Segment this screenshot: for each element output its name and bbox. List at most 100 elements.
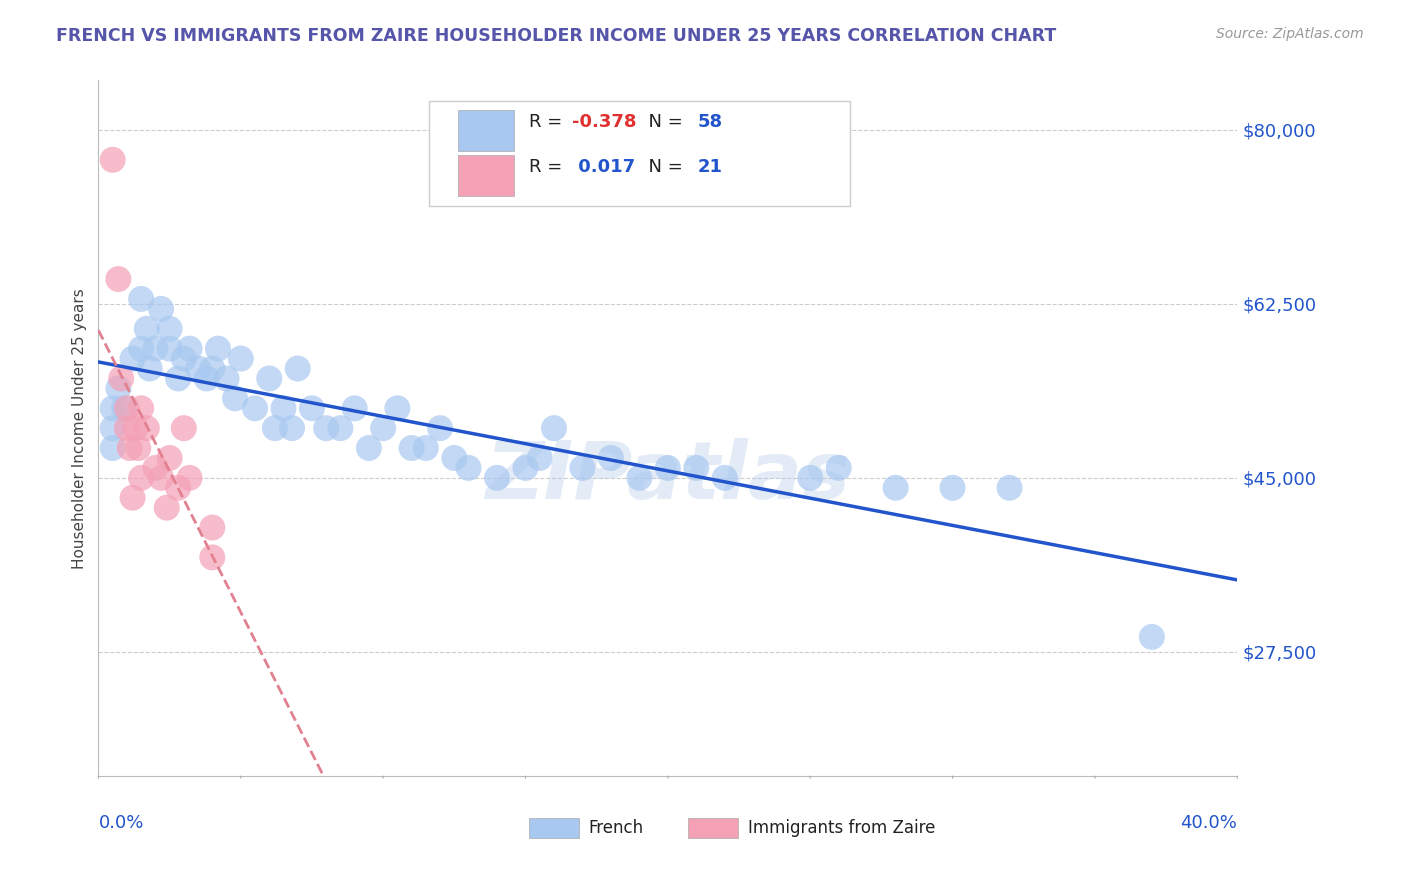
Point bbox=[1140, 630, 1163, 644]
Point bbox=[714, 471, 737, 485]
Point bbox=[799, 471, 821, 485]
Point bbox=[443, 450, 465, 465]
Point bbox=[107, 272, 129, 286]
Point bbox=[138, 361, 160, 376]
Point bbox=[600, 450, 623, 465]
Point bbox=[145, 342, 167, 356]
Point bbox=[243, 401, 266, 416]
Point bbox=[124, 421, 146, 435]
Point bbox=[115, 401, 138, 416]
Point bbox=[287, 361, 309, 376]
Text: N =: N = bbox=[637, 112, 689, 130]
Point bbox=[159, 342, 181, 356]
Point bbox=[415, 441, 437, 455]
Point bbox=[264, 421, 287, 435]
Point bbox=[301, 401, 323, 416]
Point bbox=[657, 461, 679, 475]
Point bbox=[118, 441, 141, 455]
Point bbox=[207, 342, 229, 356]
Point bbox=[127, 441, 149, 455]
Point bbox=[457, 461, 479, 475]
Text: R =: R = bbox=[529, 158, 568, 176]
Point bbox=[107, 381, 129, 395]
Point bbox=[135, 421, 157, 435]
Point bbox=[110, 371, 132, 385]
Point bbox=[121, 491, 143, 505]
FancyBboxPatch shape bbox=[429, 101, 851, 205]
Point bbox=[167, 481, 190, 495]
Text: 21: 21 bbox=[697, 158, 723, 176]
Point bbox=[121, 351, 143, 366]
Point bbox=[529, 450, 551, 465]
Point bbox=[173, 351, 195, 366]
Text: French: French bbox=[588, 819, 644, 838]
Point bbox=[224, 392, 246, 406]
FancyBboxPatch shape bbox=[458, 110, 515, 151]
Point bbox=[167, 371, 190, 385]
Point bbox=[150, 471, 173, 485]
Point bbox=[129, 401, 152, 416]
Point bbox=[159, 450, 181, 465]
Point bbox=[201, 550, 224, 565]
Point bbox=[112, 401, 135, 416]
Text: -0.378: -0.378 bbox=[572, 112, 637, 130]
Point bbox=[101, 441, 124, 455]
Text: FRENCH VS IMMIGRANTS FROM ZAIRE HOUSEHOLDER INCOME UNDER 25 YEARS CORRELATION CH: FRENCH VS IMMIGRANTS FROM ZAIRE HOUSEHOL… bbox=[56, 27, 1056, 45]
Point bbox=[187, 361, 209, 376]
Point bbox=[828, 461, 851, 475]
Point bbox=[115, 421, 138, 435]
Point bbox=[179, 342, 201, 356]
Point bbox=[101, 153, 124, 167]
Point bbox=[357, 441, 380, 455]
Text: 40.0%: 40.0% bbox=[1181, 814, 1237, 832]
Point bbox=[229, 351, 252, 366]
Point bbox=[195, 371, 218, 385]
Text: N =: N = bbox=[637, 158, 689, 176]
Point bbox=[543, 421, 565, 435]
Point bbox=[129, 292, 152, 306]
Text: 0.017: 0.017 bbox=[572, 158, 636, 176]
Point bbox=[315, 421, 337, 435]
Point bbox=[429, 421, 451, 435]
Point bbox=[329, 421, 352, 435]
Point bbox=[129, 471, 152, 485]
Text: Immigrants from Zaire: Immigrants from Zaire bbox=[748, 819, 935, 838]
Point bbox=[101, 401, 124, 416]
FancyBboxPatch shape bbox=[458, 154, 515, 195]
Point bbox=[628, 471, 651, 485]
Point bbox=[173, 421, 195, 435]
Point bbox=[129, 342, 152, 356]
Point bbox=[135, 322, 157, 336]
Point bbox=[515, 461, 537, 475]
Point bbox=[159, 322, 181, 336]
Text: Source: ZipAtlas.com: Source: ZipAtlas.com bbox=[1216, 27, 1364, 41]
Point bbox=[373, 421, 395, 435]
Text: 58: 58 bbox=[697, 112, 723, 130]
Point bbox=[942, 481, 965, 495]
FancyBboxPatch shape bbox=[529, 818, 579, 838]
Point bbox=[179, 471, 201, 485]
Point bbox=[401, 441, 423, 455]
Point bbox=[156, 500, 179, 515]
Point bbox=[259, 371, 281, 385]
Point bbox=[145, 461, 167, 475]
Y-axis label: Householder Income Under 25 years: Householder Income Under 25 years bbox=[72, 288, 87, 568]
Point bbox=[201, 361, 224, 376]
Point bbox=[150, 301, 173, 316]
Text: 0.0%: 0.0% bbox=[98, 814, 143, 832]
Point bbox=[101, 421, 124, 435]
Point bbox=[998, 481, 1021, 495]
Point bbox=[571, 461, 593, 475]
Point bbox=[281, 421, 304, 435]
Point bbox=[343, 401, 366, 416]
Point bbox=[884, 481, 907, 495]
FancyBboxPatch shape bbox=[689, 818, 738, 838]
Point bbox=[685, 461, 707, 475]
Point bbox=[201, 520, 224, 534]
Text: R =: R = bbox=[529, 112, 568, 130]
Point bbox=[387, 401, 409, 416]
Point bbox=[486, 471, 509, 485]
Point bbox=[273, 401, 295, 416]
Text: ZIPatlas: ZIPatlas bbox=[485, 438, 851, 516]
Point bbox=[215, 371, 238, 385]
